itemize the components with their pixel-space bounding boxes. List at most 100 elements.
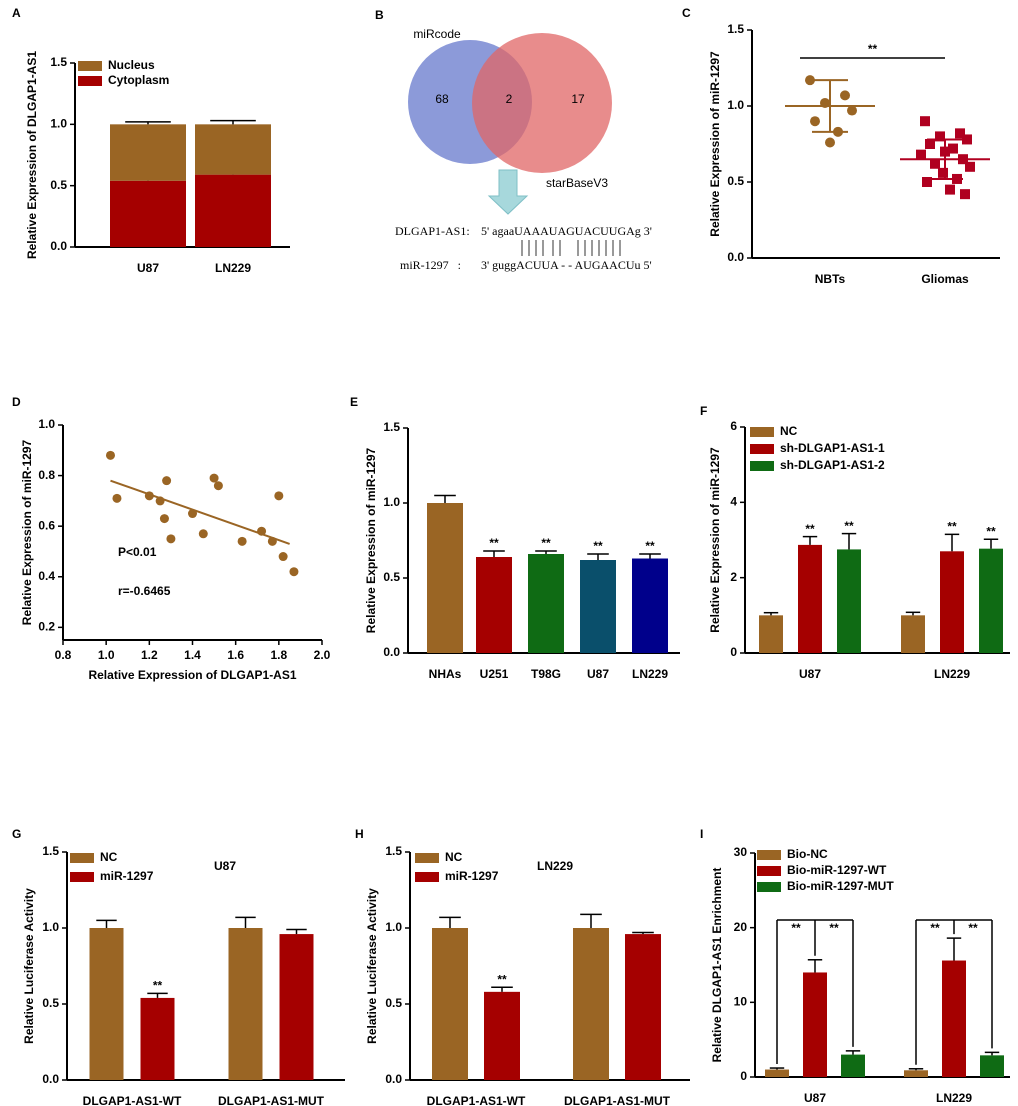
dot [825, 137, 835, 148]
legend-swatch [750, 444, 774, 454]
panel-label: E [350, 395, 358, 409]
y-tick-label: 30 [734, 845, 748, 859]
point [274, 491, 284, 501]
legend-label: Bio-miR-1297-WT [787, 863, 887, 877]
legend-swatch [415, 872, 439, 882]
y-axis-label: Relative Expression of miR-1297 [708, 447, 722, 633]
y-tick-label: 0.2 [38, 620, 55, 634]
sequence: 5' agaaUAAAUAGUACUUGAg 3' [481, 224, 652, 238]
x-tick-label: 1.8 [270, 648, 287, 662]
x-axis-label: Relative Expression of DLGAP1-AS1 [88, 668, 296, 682]
legend-swatch [70, 872, 94, 882]
venn-arrow [487, 169, 529, 215]
chart-title: U87 [214, 859, 236, 873]
venn-count: 68 [435, 92, 449, 106]
y-tick-label: 0.5 [42, 996, 59, 1010]
y-tick-label: 0 [740, 1069, 747, 1083]
panel-label: A [12, 6, 21, 20]
x-tick-label: DLGAP1-AS1-MUT [564, 1094, 671, 1106]
x-tick-label: U87 [799, 667, 821, 681]
significance-label: ** [153, 979, 163, 993]
bar [625, 934, 661, 1080]
y-axis-label: Relative Luciferase Activity [22, 888, 36, 1044]
dot [925, 139, 935, 149]
significance-label: ** [497, 972, 507, 986]
y-tick-label: 0.5 [383, 570, 400, 584]
chart-title: LN229 [537, 859, 573, 873]
bar [759, 615, 783, 653]
dot [960, 189, 970, 200]
y-axis-label: Relative Luciferase Activity [365, 888, 379, 1044]
bar-segment [195, 124, 271, 175]
dot [948, 143, 958, 154]
significance-label: ** [968, 921, 978, 935]
sequence-name: miR-1297 : [400, 258, 461, 272]
point [198, 529, 208, 539]
x-tick-label: NHAs [429, 667, 462, 681]
dot [930, 158, 940, 169]
y-tick-label: 1.0 [727, 98, 744, 112]
legend-swatch [757, 850, 781, 860]
bar [89, 928, 124, 1080]
bar [228, 928, 263, 1080]
significance-label: ** [829, 921, 839, 935]
x-tick-label: 0.8 [55, 648, 72, 662]
bar [279, 934, 314, 1080]
point [289, 567, 299, 577]
dot [962, 134, 972, 145]
bar [980, 1055, 1004, 1077]
x-tick-label: U87 [804, 1091, 826, 1105]
bar [979, 548, 1003, 653]
legend-swatch [757, 866, 781, 876]
bar [140, 997, 175, 1080]
y-tick-label: 0.6 [38, 518, 55, 532]
y-tick-label: 1.5 [50, 55, 67, 69]
point [105, 450, 115, 460]
x-tick-label: U87 [137, 261, 159, 275]
legend-label: NC [780, 424, 798, 438]
panel-label: G [12, 827, 21, 841]
significance-label: ** [947, 520, 957, 534]
significance-label: ** [489, 536, 499, 550]
y-tick-label: 0.0 [385, 1072, 402, 1086]
bar [528, 554, 564, 653]
sequence-name: DLGAP1-AS1: [395, 224, 470, 238]
legend-label: sh-DLGAP1-AS1-2 [780, 458, 885, 472]
significance-label: ** [868, 42, 878, 56]
legend-label: miR-1297 [100, 869, 154, 883]
y-tick-label: 1.0 [385, 920, 402, 934]
point [213, 481, 223, 491]
y-tick-label: 0.0 [50, 239, 67, 253]
panel-label: D [12, 395, 21, 409]
x-tick-label: LN229 [632, 667, 668, 681]
point [159, 514, 169, 524]
x-tick-label: 2.0 [314, 648, 331, 662]
x-tick-label: U87 [587, 667, 609, 681]
x-tick-label: U251 [480, 667, 509, 681]
y-tick-label: 1.5 [42, 844, 59, 858]
dot [916, 149, 926, 160]
y-tick-label: 10 [734, 995, 748, 1009]
legend-label: Nucleus [108, 58, 155, 72]
legend-label: sh-DLGAP1-AS1-1 [780, 441, 885, 455]
annotation: r=-0.6465 [118, 584, 171, 598]
y-tick-label: 4 [730, 495, 737, 509]
x-tick-label: LN229 [934, 667, 970, 681]
dot [935, 131, 945, 142]
legend-label: NC [100, 850, 118, 864]
significance-label: ** [930, 921, 940, 935]
point [209, 473, 219, 483]
bar [803, 972, 827, 1077]
dot [922, 177, 932, 187]
venn-count: 17 [571, 92, 585, 106]
y-tick-label: 1.5 [385, 844, 402, 858]
point [166, 534, 176, 544]
bar [573, 928, 609, 1080]
legend-label: Bio-miR-1297-MUT [787, 879, 894, 893]
bar [798, 544, 822, 653]
dot [920, 116, 930, 127]
venn-set [472, 33, 612, 173]
panel-label: B [375, 8, 384, 22]
x-tick-label: LN229 [215, 261, 251, 275]
